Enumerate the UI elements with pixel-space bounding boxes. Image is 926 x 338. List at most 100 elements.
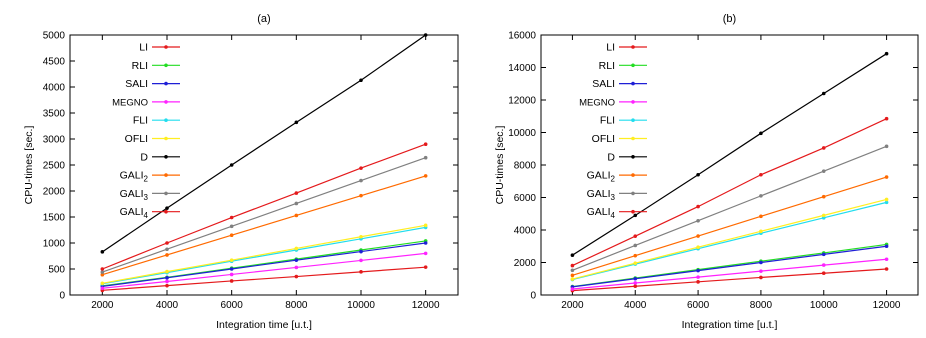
legend-swatch-point bbox=[164, 191, 168, 196]
legend-swatch-point bbox=[164, 100, 168, 104]
series-ofli-point bbox=[633, 261, 638, 265]
series-d-point bbox=[759, 131, 763, 136]
series-ofli-point bbox=[229, 258, 234, 262]
series-gali3-point bbox=[229, 224, 234, 229]
series-gali3-point bbox=[696, 218, 700, 223]
series-megno-line bbox=[102, 252, 426, 289]
series-gali2-point bbox=[633, 253, 638, 258]
legend-swatch-point bbox=[631, 81, 635, 86]
series-d-point bbox=[570, 253, 575, 257]
series-gali4-point bbox=[423, 142, 428, 146]
y-tick-label: 1500 bbox=[43, 213, 66, 224]
y-tick-label: 0 bbox=[530, 291, 536, 302]
legend-swatch-point bbox=[631, 191, 635, 196]
legend-swatch-point bbox=[164, 209, 168, 214]
series-ofli-line bbox=[572, 198, 887, 280]
series-gali3-point bbox=[759, 194, 763, 198]
series-d-point bbox=[423, 33, 428, 37]
series-fli-line bbox=[102, 226, 426, 285]
series-ofli-point bbox=[821, 213, 826, 218]
series-gali3-point bbox=[165, 247, 169, 252]
series-li-point bbox=[294, 274, 299, 279]
legend-label: GALI3 bbox=[587, 188, 616, 202]
series-megno-point bbox=[696, 275, 700, 279]
series-ofli-point bbox=[100, 281, 105, 286]
series-gali3-point bbox=[423, 155, 428, 160]
legend-label: LI bbox=[139, 42, 148, 54]
series-sali-point bbox=[423, 241, 428, 245]
legend-swatch-point bbox=[631, 118, 635, 122]
x-tick-label: 4000 bbox=[156, 300, 179, 311]
legend-label: SALI bbox=[125, 78, 148, 90]
series-ofli-point bbox=[884, 197, 889, 202]
y-tick-label: 4500 bbox=[43, 57, 66, 68]
legend-swatch-point bbox=[164, 81, 168, 86]
series-d-point bbox=[165, 206, 169, 210]
legend-label: GALI2 bbox=[120, 170, 149, 184]
series-ofli-point bbox=[423, 223, 428, 228]
series-gali2-point bbox=[821, 194, 826, 199]
legend-label: MEGNO bbox=[579, 97, 615, 108]
y-tick-label: 2500 bbox=[43, 161, 66, 172]
series-gali3-point bbox=[570, 268, 575, 273]
series-gali4-point bbox=[821, 146, 826, 150]
plot-frame bbox=[540, 34, 919, 296]
series-gali2-point bbox=[100, 272, 105, 277]
series-sali-point bbox=[633, 276, 638, 281]
series-gali4-point bbox=[294, 191, 299, 195]
y-tick-label: 500 bbox=[48, 265, 65, 276]
series-gali4-point bbox=[165, 241, 169, 245]
y-tick-label: 3500 bbox=[43, 109, 66, 120]
series-gali3-point bbox=[884, 144, 889, 149]
series-megno-point bbox=[884, 257, 889, 262]
x-tick-label: 4000 bbox=[624, 300, 647, 311]
series-gali3-point bbox=[294, 201, 299, 206]
series-gali4-point bbox=[884, 116, 889, 121]
legend-swatch-point bbox=[164, 63, 168, 68]
legend-label: RLI bbox=[599, 60, 615, 72]
x-axis-label: Integration time [u.t.] bbox=[216, 319, 312, 331]
x-tick-label: 2000 bbox=[561, 300, 584, 311]
y-axis-label: CPU-times [sec.] bbox=[494, 126, 506, 205]
series-gali4-line bbox=[102, 143, 426, 270]
legend-label: GALI4 bbox=[587, 206, 616, 220]
series-d-point bbox=[359, 78, 363, 83]
series-d-point bbox=[294, 120, 299, 125]
series-fli-line bbox=[572, 201, 887, 281]
series-ofli-point bbox=[696, 245, 700, 250]
series-d-point bbox=[633, 213, 638, 218]
series-gali3-point bbox=[359, 178, 363, 183]
legend-label: OFLI bbox=[592, 133, 615, 145]
y-axis-label: CPU-times [sec.] bbox=[23, 126, 35, 205]
series-gali2-line bbox=[102, 175, 426, 276]
legend-label: FLI bbox=[600, 115, 615, 127]
x-tick-label: 2000 bbox=[91, 300, 114, 311]
series-megno-point bbox=[359, 258, 363, 263]
x-tick-label: 10000 bbox=[347, 300, 375, 311]
series-li-line bbox=[572, 268, 887, 292]
legend-label: MEGNO bbox=[112, 97, 148, 108]
y-tick-label: 4000 bbox=[514, 226, 537, 237]
legend-label: GALI4 bbox=[120, 206, 149, 220]
series-sali-line bbox=[572, 245, 887, 288]
series-gali4-point bbox=[359, 166, 363, 170]
series-gali3-point bbox=[821, 169, 826, 173]
series-megno-point bbox=[294, 265, 299, 270]
series-gali2-point bbox=[294, 213, 299, 218]
series-gali2-point bbox=[423, 174, 428, 178]
series-li-point bbox=[696, 280, 700, 284]
series-d-point bbox=[100, 250, 105, 254]
x-tick-label: 6000 bbox=[221, 300, 244, 311]
series-megno-point bbox=[759, 269, 763, 273]
series-sali-point bbox=[696, 268, 700, 273]
series-megno-point bbox=[100, 286, 105, 291]
series-gali2-point bbox=[884, 175, 889, 179]
series-ofli-point bbox=[759, 229, 763, 234]
series-gali3-point bbox=[633, 243, 638, 248]
y-tick-label: 10000 bbox=[508, 128, 536, 139]
legend-swatch-point bbox=[631, 63, 635, 68]
series-d-line bbox=[101, 34, 427, 253]
x-tick-label: 10000 bbox=[810, 300, 838, 311]
x-tick-label: 12000 bbox=[873, 300, 901, 311]
